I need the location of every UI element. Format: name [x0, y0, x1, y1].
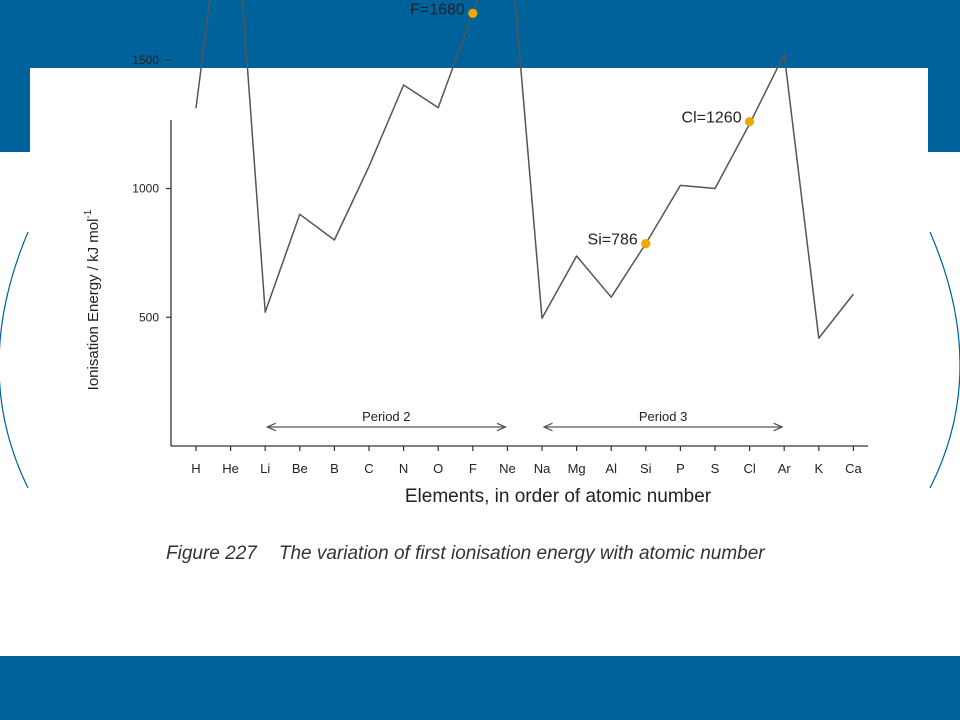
y-axis-label: Ionisation Energy / kJ mol-1: [83, 209, 102, 390]
period-label: Period 3: [639, 409, 687, 424]
x-tick-label: K: [814, 461, 823, 476]
x-tick-label: N: [399, 461, 408, 476]
x-axis-label: Elements, in order of atomic number: [405, 486, 712, 507]
series-line: [195, 0, 854, 339]
x-tick-label: Cl: [743, 461, 755, 476]
x-tick-label: He: [222, 461, 239, 476]
highlight-label: Si=786: [588, 232, 638, 249]
x-tick-label: O: [433, 461, 443, 476]
highlight-label: F=1680: [410, 1, 465, 18]
highlight-point: [745, 116, 755, 127]
left-arc: [0, 231, 29, 489]
x-tick-label: P: [676, 461, 685, 476]
x-tick-label: Be: [292, 461, 308, 476]
figure-caption-text: The variation of first ionisation energy…: [278, 543, 765, 564]
content-card: [30, 68, 928, 656]
x-tick-label: Si: [640, 461, 652, 476]
x-tick-label: S: [711, 461, 720, 476]
x-tick-label: Al: [605, 461, 617, 476]
figure-number: Figure 227: [166, 543, 257, 564]
x-tick-label: H: [191, 461, 200, 476]
x-tick-label: Li: [260, 461, 270, 476]
x-tick-label: B: [330, 461, 339, 476]
y-tick-label: 1000: [132, 182, 159, 196]
period-label: Period 2: [362, 409, 410, 424]
highlight-point: [468, 8, 478, 18]
figure-caption: Figure 227 The variation of first ionisat…: [166, 543, 765, 565]
x-tick-label: F: [469, 461, 477, 476]
highlight-point: [641, 239, 651, 249]
x-tick-label: Ca: [845, 461, 862, 476]
x-tick-label: Ar: [778, 461, 792, 476]
highlight-label: Cl=1260: [682, 110, 742, 127]
y-tick-label: 500: [139, 310, 159, 324]
x-tick-label: C: [364, 461, 373, 476]
footer-band: [0, 656, 960, 720]
x-tick-label: Mg: [568, 461, 586, 476]
x-tick-label: Ne: [499, 461, 516, 476]
x-tick-label: Na: [534, 461, 551, 476]
y-tick-label: 1500: [132, 53, 159, 67]
